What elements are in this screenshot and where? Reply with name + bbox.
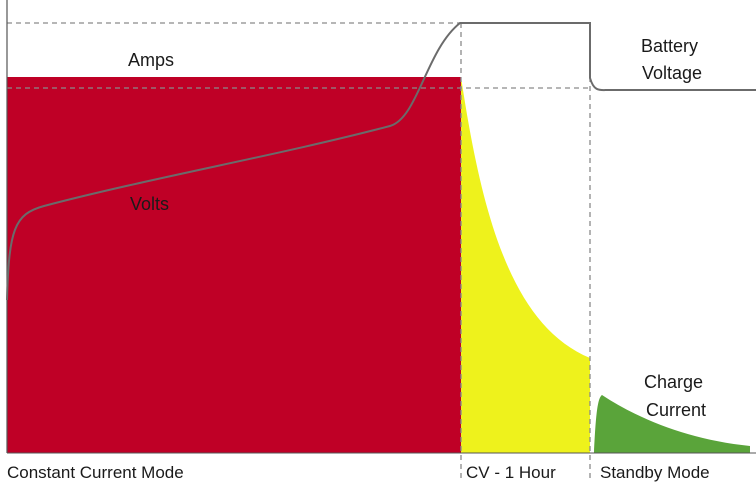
cv-current-decay-area [461,77,590,453]
cv-mode-label: CV - 1 Hour [466,463,556,482]
constant-current-area [7,77,461,453]
charge-current-label: Charge Current [644,372,708,420]
standby-mode-label: Standby Mode [600,463,710,482]
standby-charge-current-area [594,395,750,453]
guide-lines [7,22,591,478]
amps-label: Amps [128,50,174,70]
charge-current-line-1: Charge [644,372,703,392]
constant-current-mode-label: Constant Current Mode [7,463,184,482]
volts-label: Volts [130,194,169,214]
charge-current-line-2: Current [646,400,706,420]
battery-voltage-curve [6,22,756,301]
battery-voltage-line-1: Battery [641,36,698,56]
battery-voltage-label: Battery Voltage [641,36,703,83]
battery-voltage-line-2: Voltage [642,63,702,83]
